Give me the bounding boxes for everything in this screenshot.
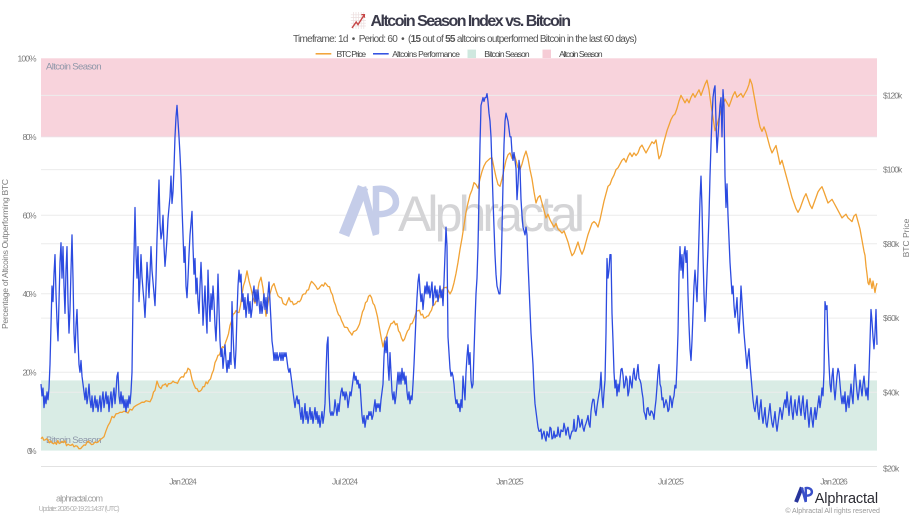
svg-text:$120k: $120k bbox=[883, 90, 903, 100]
svg-text:0%: 0% bbox=[27, 446, 37, 456]
svg-text:Alphractal: Alphractal bbox=[398, 186, 585, 242]
svg-text:80%: 80% bbox=[23, 132, 37, 142]
svg-text:60%: 60% bbox=[23, 210, 37, 220]
svg-text:Altcoin Season: Altcoin Season bbox=[46, 62, 102, 73]
svg-text:40%: 40% bbox=[23, 289, 37, 299]
svg-text:Altcoin Season Index vs. Bitco: Altcoin Season Index vs. Bitcoin bbox=[371, 13, 572, 30]
svg-text:Jan 2025: Jan 2025 bbox=[496, 477, 524, 487]
svg-text:BTC Price: BTC Price bbox=[337, 49, 367, 59]
svg-text:alphractal.com: alphractal.com bbox=[56, 494, 103, 504]
svg-text:© Alphractal All rights reserv: © Alphractal All rights reserved bbox=[785, 507, 880, 515]
svg-text:$60k: $60k bbox=[883, 313, 900, 323]
svg-text:Altcoin Season: Altcoin Season bbox=[559, 49, 603, 59]
svg-text:20%: 20% bbox=[23, 367, 37, 377]
svg-text:$20k: $20k bbox=[883, 464, 900, 474]
svg-text:Jan 2024: Jan 2024 bbox=[169, 477, 197, 487]
svg-text:$40k: $40k bbox=[883, 387, 900, 397]
svg-text:Alphractal: Alphractal bbox=[815, 491, 878, 507]
svg-text:Update: 2026-02-19 21:14:37 (U: Update: 2026-02-19 21:14:37 (UTC) bbox=[39, 506, 120, 513]
svg-text:Bitcoin Season: Bitcoin Season bbox=[46, 435, 102, 446]
svg-text:$80k: $80k bbox=[883, 239, 900, 249]
svg-text:Percentage of Altcoins Outperf: Percentage of Altcoins Outperforming BTC bbox=[0, 179, 10, 329]
svg-text:Bitcoin Season: Bitcoin Season bbox=[484, 49, 530, 59]
svg-text:$100k: $100k bbox=[883, 165, 903, 175]
svg-text:Altcoins Performance: Altcoins Performance bbox=[392, 49, 460, 59]
svg-text:100%: 100% bbox=[18, 53, 37, 63]
svg-text:Jul 2025: Jul 2025 bbox=[658, 477, 684, 487]
svg-text:Jul 2024: Jul 2024 bbox=[332, 477, 358, 487]
svg-text:Timeframe: 1d • Period: 60: Timeframe: 1d • Period: 60 • (15 out of … bbox=[293, 34, 637, 45]
svg-text:BTC Price: BTC Price bbox=[901, 218, 911, 257]
svg-text:Jan 2026: Jan 2026 bbox=[820, 477, 848, 487]
